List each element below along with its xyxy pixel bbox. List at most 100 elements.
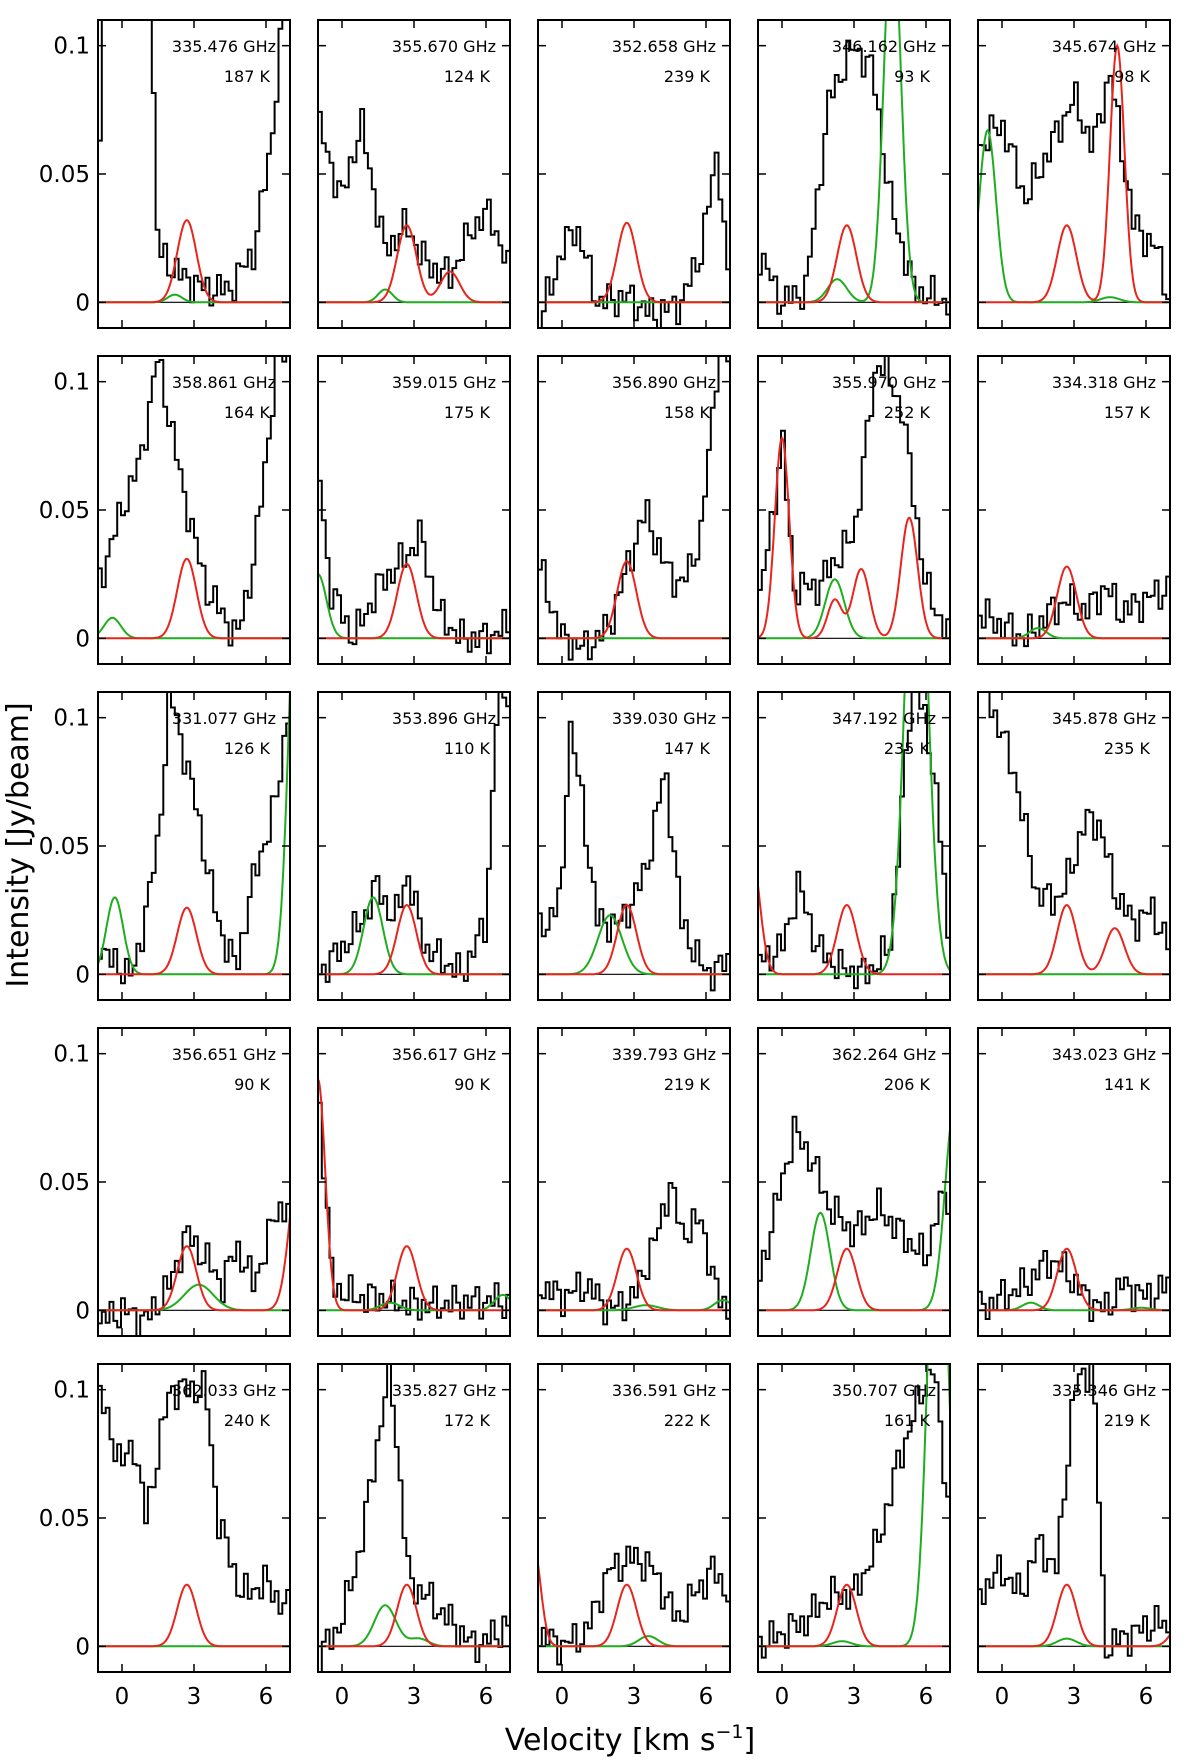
panel-frequency-label: 335.827 GHz: [392, 1381, 496, 1400]
panel-temperature-label: 222 K: [664, 1411, 711, 1430]
panel-temperature-label: 239 K: [664, 67, 711, 86]
contaminant-model-line: [98, 692, 290, 976]
panel-temperature-label: 157 K: [1104, 403, 1151, 422]
panel-plot-area: [318, 692, 510, 983]
x-tick-label: 0: [335, 1684, 350, 1710]
y-tick-label: 0: [75, 962, 90, 988]
model-line: [318, 904, 510, 976]
x-tick-label: 0: [775, 1684, 790, 1710]
panel-plot-area: [318, 1078, 510, 1321]
panel-plot-area: [538, 151, 730, 328]
observed-spectrum-line: [758, 1368, 950, 1659]
observed-spectrum-line: [318, 692, 510, 983]
panel-plot-area: [758, 692, 950, 991]
panel-plot-area: [538, 356, 730, 661]
y-tick-label: 0.05: [39, 162, 90, 188]
observed-spectrum-line: [538, 356, 730, 661]
panel-13: 339.030 GHz 147 K: [537, 691, 731, 1001]
model-line: [978, 1583, 1170, 1648]
contaminant-model-line: [978, 128, 1170, 304]
contaminant-model-line: [318, 1604, 510, 1648]
panel-frequency-label: 331.077 GHz: [172, 709, 276, 728]
panel-11: 0 0.05 0.1 331.077 GHz 126 K: [39, 691, 291, 1001]
panel-frequency-label: 343.023 GHz: [1052, 1045, 1156, 1064]
model-line: [978, 1247, 1170, 1312]
panel-frequency-label: 339.793 GHz: [612, 1045, 716, 1064]
panel-6: 0 0.05 0.1 358.861 GHz 164 K: [39, 355, 291, 665]
panel-frequency-label: 359.015 GHz: [392, 373, 496, 392]
panel-temperature-label: 252 K: [884, 403, 931, 422]
model-line: [98, 906, 290, 976]
panel-7: 359.015 GHz 175 K: [317, 355, 511, 665]
contaminant-model-line: [978, 627, 1170, 640]
panel-5: 345.674 GHz 98 K: [977, 19, 1171, 329]
panel-12: 353.896 GHz 110 K: [317, 691, 511, 1001]
panel-temperature-label: 164 K: [224, 403, 271, 422]
panel-plot-area: [758, 1364, 950, 1659]
panel-9: 355.970 GHz 252 K: [757, 355, 951, 665]
contaminant-model-line: [98, 1283, 290, 1312]
contaminant-model-line: [758, 1364, 950, 1648]
y-axis-title: Intensity [Jy/beam]: [1, 702, 36, 987]
panel-16: 0 0.05 0.1 356.651 GHz 90 K: [39, 1027, 291, 1337]
panel-frequency-label: 356.890 GHz: [612, 373, 716, 392]
contaminant-model-line: [318, 896, 510, 976]
panel-plot-area: [318, 108, 510, 304]
observed-spectrum-line: [538, 1182, 730, 1326]
panel-frequency-label: 345.674 GHz: [1052, 37, 1156, 56]
panel-temperature-label: 187 K: [224, 67, 271, 86]
panel-21: 0 0.05 0.1 0 3 6 362.033 GHz 240 K: [39, 1363, 291, 1710]
panel-frequency-label: 345.878 GHz: [1052, 709, 1156, 728]
x-tick-label: 3: [407, 1684, 422, 1710]
panel-plot-area: [98, 20, 290, 307]
x-tick-label: 0: [115, 1684, 130, 1710]
y-tick-label: 0.1: [53, 1042, 90, 1068]
panel-14: 347.192 GHz 235 K: [757, 691, 951, 1001]
panel-frequency-label: 355.970 GHz: [832, 373, 936, 392]
panel-24: 0 3 6 350.707 GHz 161 K: [757, 1363, 951, 1710]
panel-plot-area: [98, 1370, 290, 1648]
x-tick-label: 3: [627, 1684, 642, 1710]
panel-frequency-label: 347.192 GHz: [832, 709, 936, 728]
contaminant-model-line: [318, 288, 510, 304]
y-tick-label: 0: [75, 1634, 90, 1660]
panel-plot-area: [318, 1364, 510, 1672]
model-line: [318, 1583, 510, 1648]
y-tick-label: 0: [75, 290, 90, 316]
panel-2: 355.670 GHz 124 K: [317, 19, 511, 329]
model-line: [978, 43, 1170, 304]
observed-spectrum-line: [758, 692, 950, 991]
y-tick-label: 0: [75, 626, 90, 652]
observed-spectrum-line: [978, 1250, 1170, 1322]
panel-frequency-label: 358.861 GHz: [172, 373, 276, 392]
x-tick-label: 6: [259, 1684, 274, 1710]
y-tick-label: 0.05: [39, 1506, 90, 1532]
observed-spectrum-line: [318, 479, 510, 655]
x-tick-label: 3: [1067, 1684, 1082, 1710]
panel-17: 356.617 GHz 90 K: [317, 1027, 511, 1337]
panel-plot-area: [98, 692, 290, 985]
model-line: [318, 563, 510, 640]
observed-spectrum-line: [978, 1364, 1170, 1659]
panel-frequency-label: 355.670 GHz: [392, 37, 496, 56]
panel-frequency-label: 356.617 GHz: [392, 1045, 496, 1064]
panel-20: 343.023 GHz 141 K: [977, 1027, 1171, 1337]
x-axis-title: Velocity [km s−1]: [505, 1721, 755, 1758]
panel-23: 0 3 6 336.591 GHz 222 K: [537, 1363, 731, 1710]
panel-3: 352.658 GHz 239 K: [537, 19, 731, 329]
panel-temperature-label: 90 K: [234, 1075, 270, 1094]
y-tick-label: 0.1: [53, 1378, 90, 1404]
observed-spectrum-line: [978, 575, 1170, 648]
panel-frequency-label: 356.651 GHz: [172, 1045, 276, 1064]
y-tick-label: 0: [75, 1298, 90, 1324]
model-line: [98, 219, 290, 304]
x-tick-label: 3: [187, 1684, 202, 1710]
x-tick-label: 6: [1139, 1684, 1154, 1710]
x-tick-label: 0: [555, 1684, 570, 1710]
model-line: [758, 1247, 950, 1312]
x-tick-label: 6: [919, 1684, 934, 1710]
panel-frequency-label: 335.476 GHz: [172, 37, 276, 56]
panel-temperature-label: 206 K: [884, 1075, 931, 1094]
panel-frequency-label: 352.658 GHz: [612, 37, 716, 56]
panel-temperature-label: 126 K: [224, 739, 271, 758]
